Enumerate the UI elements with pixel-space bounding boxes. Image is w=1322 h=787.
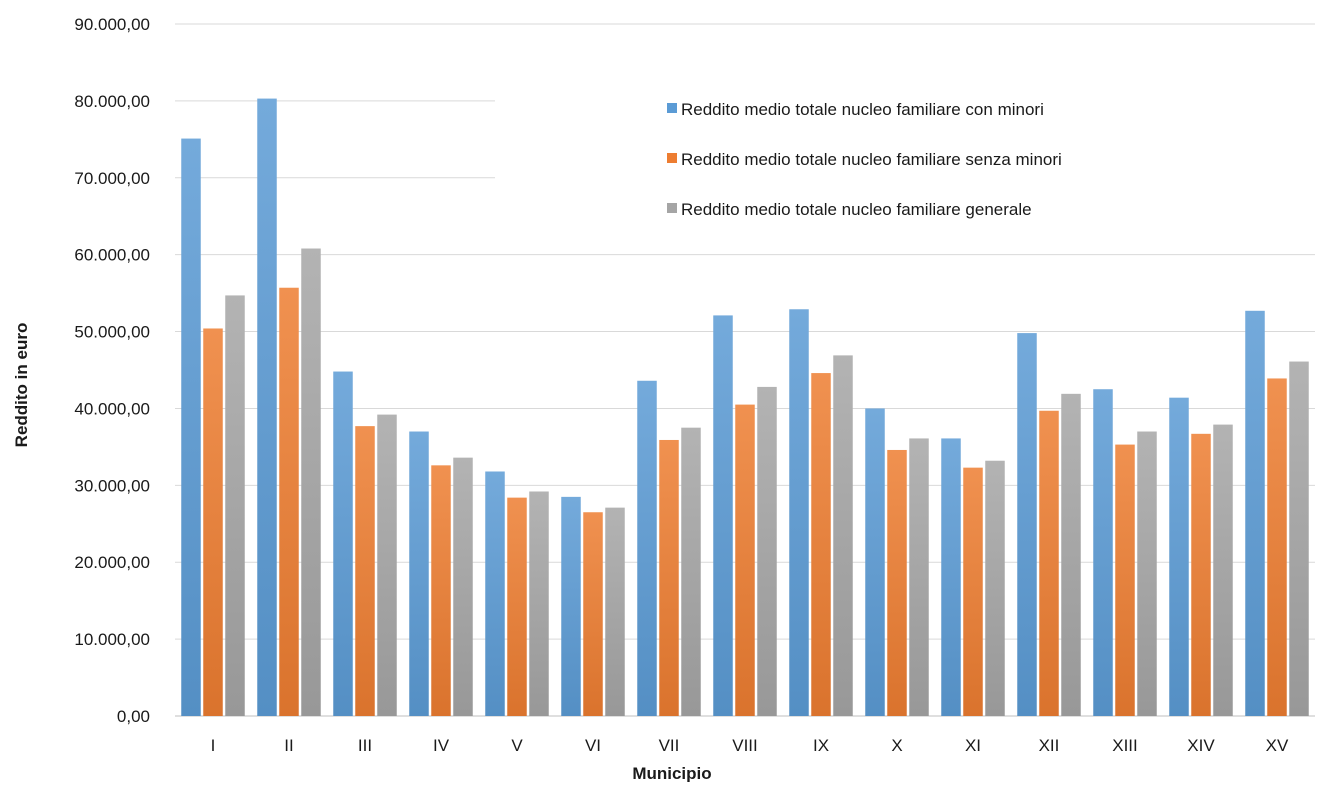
bar xyxy=(203,328,223,716)
bar xyxy=(1169,397,1189,716)
legend-label: Reddito medio totale nucleo familiare ge… xyxy=(681,200,1032,219)
bar xyxy=(257,98,277,717)
legend-label: Reddito medio totale nucleo familiare co… xyxy=(681,100,1044,119)
x-tick-label: I xyxy=(211,736,216,755)
y-tick-label: 20.000,00 xyxy=(74,553,150,572)
x-tick-label: VIII xyxy=(732,736,758,755)
x-tick-label: VII xyxy=(659,736,680,755)
legend-swatch xyxy=(667,103,677,113)
x-tick-label: IX xyxy=(813,736,829,755)
x-tick-label: XI xyxy=(965,736,981,755)
bars xyxy=(181,98,1309,717)
bar xyxy=(181,138,201,716)
bar xyxy=(453,457,473,716)
bar xyxy=(529,491,549,716)
bar xyxy=(333,371,353,716)
bar xyxy=(1213,424,1233,716)
bar xyxy=(279,287,299,716)
y-tick-label: 80.000,00 xyxy=(74,92,150,111)
bar xyxy=(1115,444,1135,716)
bar xyxy=(1017,333,1037,716)
y-tick-label: 0,00 xyxy=(117,707,150,726)
y-tick-label: 50.000,00 xyxy=(74,323,150,342)
bar xyxy=(583,512,603,716)
bar xyxy=(833,355,853,716)
y-tick-label: 40.000,00 xyxy=(74,399,150,418)
x-tick-label: IV xyxy=(433,736,450,755)
y-tick-label: 10.000,00 xyxy=(74,630,150,649)
x-tick-label: XV xyxy=(1266,736,1289,755)
bar xyxy=(485,471,505,716)
y-tick-label: 30.000,00 xyxy=(74,476,150,495)
y-tick-label: 60.000,00 xyxy=(74,246,150,265)
bar xyxy=(909,438,929,716)
bar xyxy=(963,467,983,716)
bar xyxy=(659,439,679,716)
x-tick-label: II xyxy=(284,736,293,755)
bar xyxy=(811,373,831,716)
bar xyxy=(507,497,527,716)
y-tick-label: 90.000,00 xyxy=(74,15,150,34)
bar xyxy=(225,295,245,716)
bar xyxy=(681,427,701,716)
bar xyxy=(605,507,625,716)
bar xyxy=(301,248,321,716)
x-tick-label: XIII xyxy=(1112,736,1138,755)
bar xyxy=(1191,433,1211,716)
y-tick-label: 70.000,00 xyxy=(74,169,150,188)
bar xyxy=(887,449,907,716)
y-axis-ticks: 0,00 10.000,00 20.000,00 30.000,00 40.000,00… xyxy=(74,15,150,726)
bar xyxy=(985,460,1005,716)
bar xyxy=(1093,389,1113,716)
bar xyxy=(377,414,397,716)
x-axis-title: Municipio xyxy=(632,764,711,782)
x-axis-ticks: I II III IV V VI VII VIII IX X XI XII XIII XIV XV xyxy=(211,736,1289,755)
bar xyxy=(1245,310,1265,716)
bar xyxy=(865,408,885,716)
bar xyxy=(713,315,733,716)
legend-label: Reddito medio totale nucleo familiare se… xyxy=(681,150,1062,169)
y-axis-title: Reddito in euro xyxy=(12,323,31,448)
legend: Reddito medio totale nucleo familiare co… xyxy=(667,100,1062,219)
x-tick-label: XII xyxy=(1039,736,1060,755)
x-tick-label: III xyxy=(358,736,372,755)
legend-swatch xyxy=(667,153,677,163)
x-tick-label: V xyxy=(511,736,523,755)
bar xyxy=(1061,393,1081,716)
bar xyxy=(431,465,451,716)
bar xyxy=(355,426,375,716)
bar xyxy=(1267,378,1287,716)
bar xyxy=(735,404,755,716)
x-tick-label: VI xyxy=(585,736,601,755)
bar xyxy=(409,431,429,716)
bar xyxy=(1137,431,1157,716)
bar xyxy=(1039,410,1059,716)
legend-swatch xyxy=(667,203,677,213)
x-tick-label: X xyxy=(891,736,902,755)
bar xyxy=(637,380,657,716)
bar xyxy=(757,386,777,716)
bar xyxy=(789,309,809,716)
bar xyxy=(941,438,961,716)
x-tick-label: XIV xyxy=(1187,736,1215,755)
bar xyxy=(561,496,581,716)
bar xyxy=(1289,361,1309,716)
